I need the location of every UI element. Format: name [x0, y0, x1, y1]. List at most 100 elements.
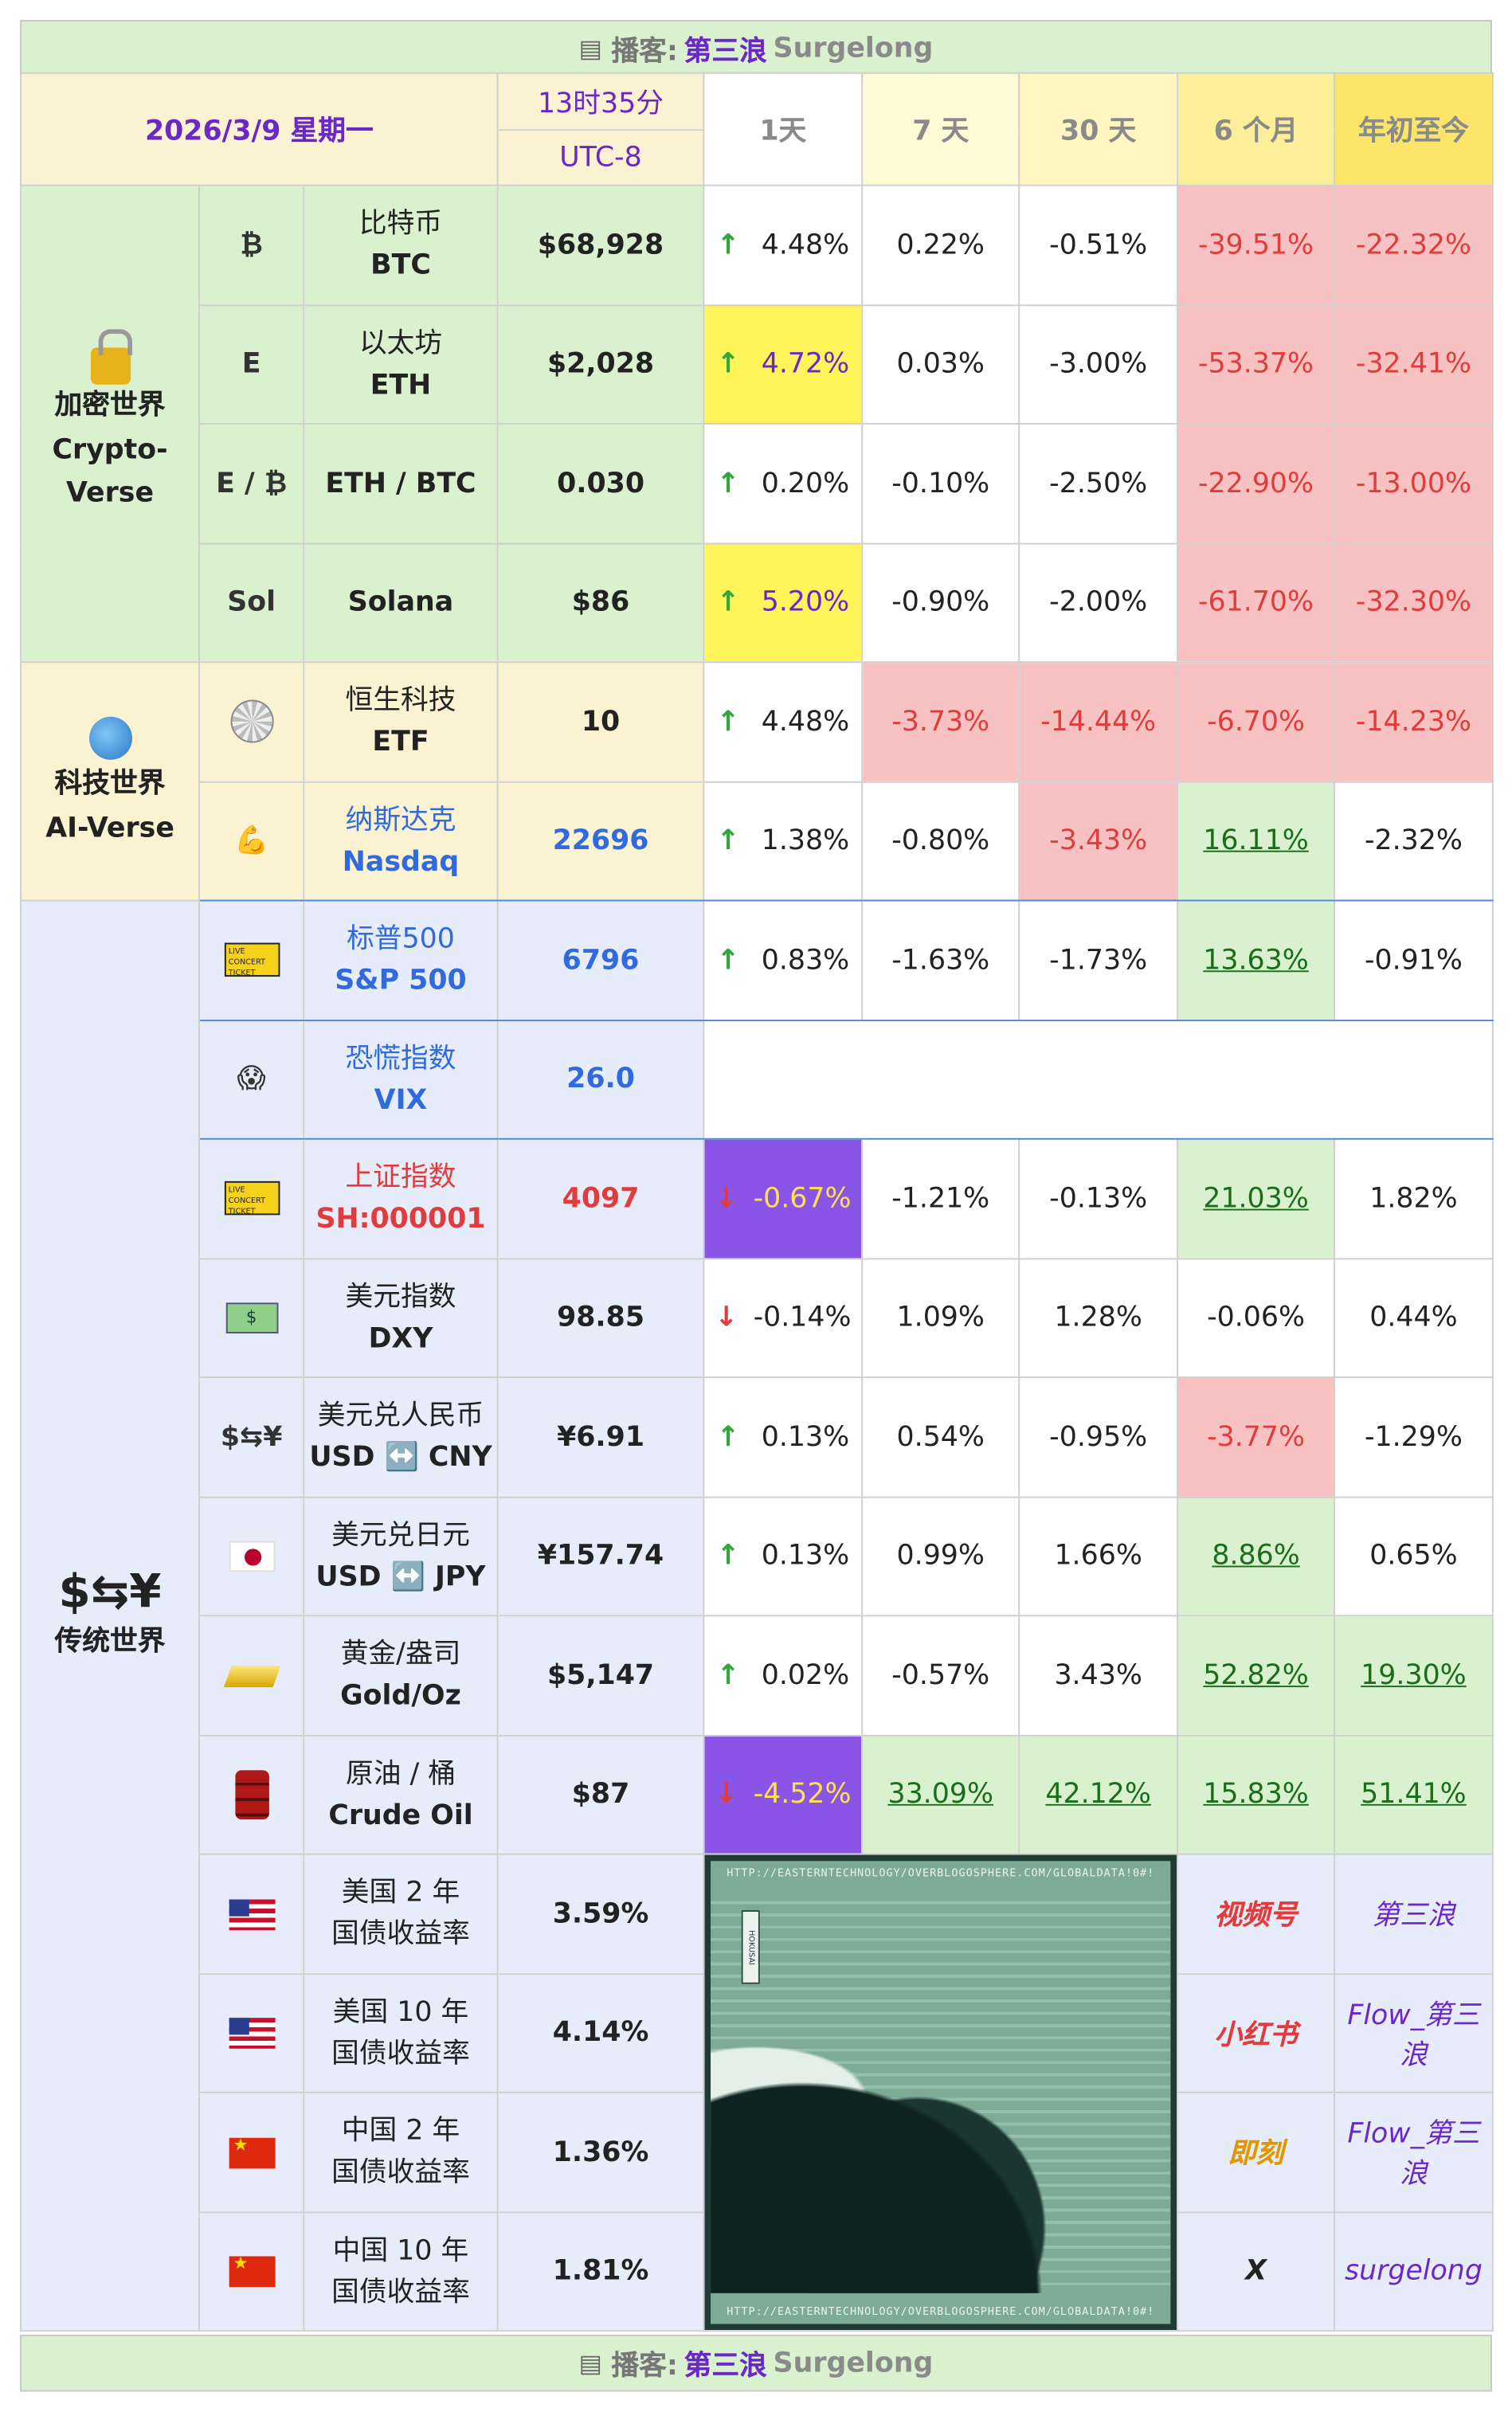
row-eth: E 以太坊 ETH $2,028 ↑ 4.72% 0.03% -3.00% -53.… [21, 303, 1494, 425]
change-30d: -1.73% [1018, 899, 1179, 1021]
banner-show[interactable]: 第三浪 [684, 34, 767, 67]
asset-value: 98.85 [496, 1257, 705, 1378]
bond-name[interactable]: 中国 2 年国债收益率 [303, 2091, 499, 2213]
change-7d: 0.22% [861, 184, 1020, 306]
bond-yield: 4.14% [496, 1972, 705, 2093]
change-7d: -0.90% [861, 542, 1020, 664]
change-ytd: -1.29% [1334, 1376, 1494, 1498]
banner-name[interactable]: Surgelong [773, 32, 934, 65]
social-handle[interactable]: Flow_第三浪 [1334, 1972, 1494, 2093]
change-1d: ↑ 0.20% [703, 422, 864, 544]
row-vix: 😱 恐慌指数 VIX 26.0 [21, 1019, 1494, 1140]
arrow-down-icon: ↓ [715, 1182, 738, 1215]
change-6m[interactable]: 13.63% [1177, 899, 1335, 1021]
asset-name[interactable]: 比特币 BTC [303, 184, 499, 306]
change-30d: -0.51% [1018, 184, 1179, 306]
change-6m[interactable]: 21.03% [1177, 1137, 1335, 1259]
asset-name[interactable]: 恒生科技 ETF [303, 661, 499, 782]
asset-name[interactable]: 黄金/盎司 Gold/Oz [303, 1615, 499, 1736]
col-1d[interactable]: 1天 [703, 72, 864, 186]
asset-name[interactable]: 原油 / 桶 Crude Oil [303, 1733, 499, 1855]
change-30d: -2.50% [1018, 422, 1179, 544]
col-ytd[interactable]: 年初至今 [1334, 72, 1494, 186]
flexed-bicep-icon: 💪 [198, 780, 305, 902]
col-30d[interactable]: 30 天 [1018, 72, 1179, 186]
social-handle[interactable]: Flow_第三浪 [1334, 2091, 1494, 2213]
ticket-icon: LIVE CONCERT TICKET [198, 1137, 305, 1259]
asset-name[interactable]: ETH / BTC [303, 422, 499, 544]
asset-name[interactable]: 美元指数 DXY [303, 1257, 499, 1378]
asset-name[interactable]: 纳斯达克 Nasdaq [303, 780, 499, 902]
change-ytd[interactable]: 19.30% [1334, 1615, 1494, 1736]
change-30d: -2.00% [1018, 542, 1179, 664]
bond-yield: 1.81% [496, 2210, 705, 2332]
arrow-up-icon: ↑ [716, 229, 740, 261]
arrow-up-icon: ↑ [716, 944, 740, 977]
asset-name[interactable]: 美元兑人民币 USD ↔️ CNY [303, 1376, 499, 1498]
col-6m[interactable]: 6 个月 [1177, 72, 1335, 186]
change-ytd: -32.30% [1334, 542, 1494, 664]
change-6m: -61.70% [1177, 542, 1335, 664]
row-bond-us10: 美国 10 年国债收益率 4.14% 小红书 Flow_第三浪 [21, 1972, 1494, 2093]
asset-value: $86 [496, 542, 705, 664]
row-sp500: $⇆¥ 传统世界 LIVE CONCERT TICKET 标普500 S&P 50… [20, 899, 1494, 2332]
asset-name[interactable]: Solana [303, 542, 499, 664]
change-30d: -0.13% [1018, 1137, 1179, 1259]
banner-name[interactable]: Surgelong [773, 2347, 934, 2379]
asset-value: 4097 [496, 1137, 705, 1259]
change-7d: -0.10% [861, 422, 1020, 544]
header-row: 2026/3/9 星期一 13时35分 1天 7 天 30 天 6 个月 年初至… [20, 72, 1494, 186]
hokusai-wave-art: HTTP://EASTERNTECHNOLOGY/OVERBLOGOSPHERE… [703, 1853, 1179, 2332]
asset-name[interactable]: 恐慌指数 VIX [303, 1019, 499, 1140]
banner-prefix: 播客: [611, 2349, 678, 2382]
change-1d: ↑ 5.20% [703, 542, 864, 664]
asset-value: $2,028 [496, 303, 705, 425]
top-banner: ▤ 播客: 第三浪 Surgelong [20, 20, 1492, 77]
bond-name[interactable]: 美国 2 年国债收益率 [303, 1853, 499, 1975]
change-7d: -0.57% [861, 1615, 1020, 1736]
asset-name[interactable]: 美元兑日元 USD ↔️ JPY [303, 1495, 499, 1617]
change-30d: 3.43% [1018, 1615, 1179, 1736]
change-1d: ↑ 0.83% [703, 899, 864, 1021]
change-6m[interactable]: 16.11% [1177, 780, 1335, 902]
change-6m[interactable]: 52.82% [1177, 1615, 1335, 1736]
bitcoin-icon: ₿ [198, 184, 305, 306]
asset-name[interactable]: 标普500 S&P 500 [303, 899, 499, 1021]
change-ytd: -0.91% [1334, 899, 1494, 1021]
asset-name[interactable]: 上证指数 SH:000001 [303, 1137, 499, 1259]
gold-bar-icon [198, 1615, 305, 1736]
social-platform: 即刻 [1177, 2091, 1335, 2213]
arrow-up-icon: ↑ [716, 347, 740, 381]
lock-icon [22, 328, 198, 385]
change-ytd[interactable]: 51.41% [1334, 1733, 1494, 1855]
row-hstech: 科技世界 AI-Verse 恒生科技 ETF 10 ↑ 4.48% -3.73% -… [20, 661, 1494, 902]
col-7d[interactable]: 7 天 [861, 72, 1020, 186]
change-1d: ↑ 1.38% [703, 780, 864, 902]
solana-icon: Sol [198, 542, 305, 664]
social-handle[interactable]: 第三浪 [1334, 1853, 1494, 1975]
bond-yield: 1.36% [496, 2091, 705, 2213]
change-30d: -3.43% [1018, 780, 1179, 902]
change-6m[interactable]: 15.83% [1177, 1733, 1335, 1855]
change-6m[interactable]: 8.86% [1177, 1495, 1335, 1617]
arrow-up-icon: ↑ [716, 705, 740, 738]
change-7d[interactable]: 33.09% [861, 1733, 1020, 1855]
bond-name[interactable]: 中国 10 年国债收益率 [303, 2210, 499, 2332]
arrow-up-icon: ↑ [716, 824, 740, 857]
currency-exchange-icon: $⇆¥ [198, 1376, 305, 1498]
banner-show[interactable]: 第三浪 [684, 2349, 767, 2382]
asset-value: ¥6.91 [496, 1376, 705, 1498]
social-handle[interactable]: surgelong [1334, 2210, 1494, 2332]
asset-value: $5,147 [496, 1615, 705, 1736]
social-platform: X [1177, 2210, 1335, 2332]
change-ytd: 1.82% [1334, 1137, 1494, 1259]
asset-name[interactable]: 以太坊 ETH [303, 303, 499, 425]
bond-name[interactable]: 美国 10 年国债收益率 [303, 1972, 499, 2093]
asset-value: 0.030 [496, 422, 705, 544]
asset-value: ¥157.74 [496, 1495, 705, 1617]
row-oil: 原油 / 桶 Crude Oil $87 ↓ -4.52% 33.09% 42.12… [21, 1733, 1494, 1855]
change-30d[interactable]: 42.12% [1018, 1733, 1179, 1855]
